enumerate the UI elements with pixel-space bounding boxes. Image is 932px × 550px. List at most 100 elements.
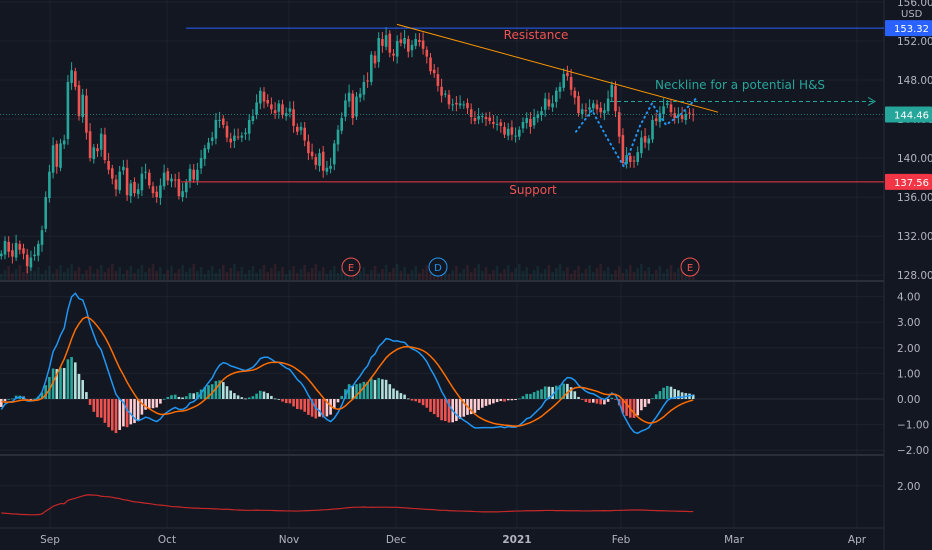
candle-body[interactable]	[440, 86, 443, 96]
candle[interactable]	[558, 82, 562, 99]
candle[interactable]	[181, 183, 184, 202]
candle[interactable]	[632, 155, 636, 168]
candle[interactable]	[588, 99, 591, 117]
candle[interactable]	[29, 250, 33, 271]
candle-body[interactable]	[96, 148, 99, 152]
candle[interactable]	[573, 87, 577, 105]
candle-body[interactable]	[684, 114, 688, 120]
candle-body[interactable]	[170, 178, 173, 182]
candle[interactable]	[155, 185, 158, 203]
candle-body[interactable]	[351, 93, 355, 119]
candle-body[interactable]	[159, 185, 162, 199]
candle-body[interactable]	[525, 118, 528, 123]
candle-body[interactable]	[629, 156, 632, 162]
candle[interactable]	[162, 164, 166, 190]
candle-body[interactable]	[33, 254, 36, 257]
candle-body[interactable]	[532, 117, 536, 126]
candle-body[interactable]	[0, 253, 3, 257]
candle-body[interactable]	[99, 133, 103, 150]
candle-body[interactable]	[392, 53, 395, 56]
candle[interactable]	[214, 113, 218, 145]
candle-body[interactable]	[455, 102, 458, 105]
candle[interactable]	[677, 107, 680, 124]
candle-body[interactable]	[55, 143, 59, 167]
candle[interactable]	[318, 148, 321, 172]
candle-body[interactable]	[347, 92, 351, 102]
candle[interactable]	[129, 180, 133, 204]
candle[interactable]	[210, 131, 214, 146]
candle-body[interactable]	[421, 40, 425, 49]
candle-body[interactable]	[481, 116, 484, 118]
candle[interactable]	[222, 115, 225, 129]
candle-body[interactable]	[492, 121, 495, 124]
candle[interactable]	[85, 88, 88, 140]
candle[interactable]	[688, 108, 691, 119]
candle[interactable]	[370, 51, 373, 86]
candle-body[interactable]	[37, 243, 40, 256]
candle[interactable]	[48, 164, 51, 203]
candle[interactable]	[284, 107, 288, 121]
candle[interactable]	[395, 35, 399, 64]
candle[interactable]	[447, 90, 451, 109]
candle[interactable]	[229, 132, 232, 149]
candle[interactable]	[51, 137, 55, 179]
candle[interactable]	[88, 123, 92, 162]
candle[interactable]	[177, 172, 181, 200]
candle[interactable]	[495, 115, 499, 131]
candle[interactable]	[551, 95, 554, 112]
candle[interactable]	[3, 236, 7, 260]
candle[interactable]	[358, 87, 362, 103]
candle-body[interactable]	[247, 120, 251, 134]
candle-body[interactable]	[381, 39, 384, 46]
candle[interactable]	[225, 121, 229, 143]
candle[interactable]	[425, 46, 429, 64]
candle[interactable]	[18, 240, 22, 255]
candle-body[interactable]	[22, 248, 25, 254]
candle[interactable]	[503, 122, 506, 139]
candle[interactable]	[273, 102, 277, 119]
candle-body[interactable]	[410, 44, 414, 51]
candle[interactable]	[344, 93, 347, 122]
candle[interactable]	[351, 90, 355, 125]
candle[interactable]	[307, 134, 310, 161]
candle-body[interactable]	[307, 141, 310, 154]
candle-body[interactable]	[510, 127, 514, 135]
candle[interactable]	[259, 87, 262, 110]
candle[interactable]	[610, 81, 614, 102]
candle[interactable]	[277, 100, 281, 119]
candle-body[interactable]	[688, 112, 691, 114]
candle-body[interactable]	[536, 114, 540, 119]
candle[interactable]	[481, 112, 484, 123]
candle[interactable]	[514, 127, 517, 143]
candle-body[interactable]	[529, 119, 532, 127]
candle[interactable]	[255, 94, 258, 120]
candle-body[interactable]	[192, 169, 195, 180]
candle-body[interactable]	[462, 104, 466, 106]
candle-body[interactable]	[210, 137, 214, 141]
candle-body[interactable]	[407, 39, 410, 52]
candle[interactable]	[288, 101, 292, 118]
candle[interactable]	[547, 92, 551, 110]
candle-body[interactable]	[122, 166, 125, 171]
candle-body[interactable]	[370, 54, 373, 82]
candle[interactable]	[247, 114, 251, 141]
candle-body[interactable]	[314, 157, 318, 165]
candle[interactable]	[7, 236, 10, 258]
candle[interactable]	[203, 144, 207, 166]
candle[interactable]	[440, 78, 443, 103]
candle[interactable]	[521, 117, 525, 133]
candle[interactable]	[99, 127, 103, 157]
candle-body[interactable]	[614, 85, 617, 112]
candle[interactable]	[569, 68, 573, 96]
candle-body[interactable]	[125, 167, 129, 196]
candle-body[interactable]	[214, 120, 218, 139]
candle-body[interactable]	[640, 137, 643, 154]
candle-body[interactable]	[222, 118, 225, 125]
candle[interactable]	[22, 243, 25, 260]
candle-body[interactable]	[403, 38, 406, 44]
candle-body[interactable]	[262, 91, 266, 102]
candle-body[interactable]	[255, 102, 258, 115]
time-label[interactable]: 2021	[502, 534, 531, 546]
candle-body[interactable]	[144, 171, 147, 173]
candle[interactable]	[92, 143, 96, 164]
